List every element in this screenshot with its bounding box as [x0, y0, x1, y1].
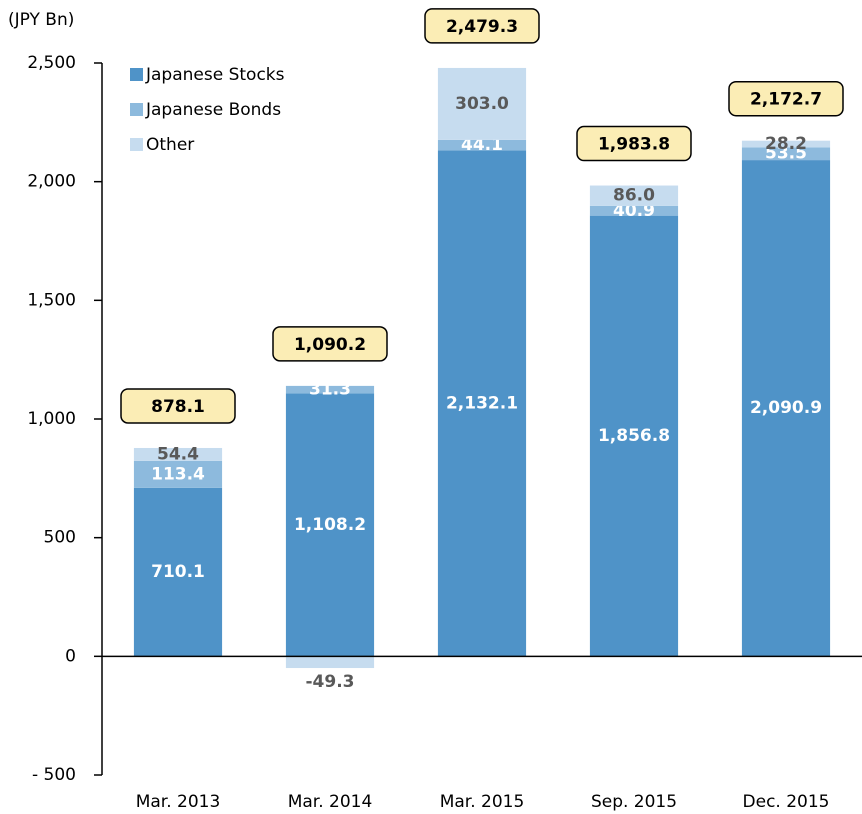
data-label: 113.4	[151, 464, 205, 484]
bar-segment	[285, 393, 375, 657]
data-label: 44.1	[461, 135, 503, 155]
bar-segment	[133, 447, 223, 461]
y-tick-label: 2,500	[27, 53, 76, 73]
y-tick-label: 0	[65, 646, 76, 666]
bar-segment	[589, 205, 679, 216]
legend-swatch	[130, 138, 143, 151]
x-tick-label: Mar. 2015	[440, 792, 525, 812]
x-tick-label: Mar. 2014	[288, 792, 373, 812]
y-tick-label: 1,500	[27, 290, 76, 310]
y-unit-label: (JPY Bn)	[8, 10, 74, 30]
legend-label: Japanese Bonds	[145, 100, 281, 120]
bar-segment	[437, 67, 527, 140]
y-tick-label: 500	[44, 528, 76, 548]
legend-swatch	[130, 103, 143, 116]
data-label: 86.0	[613, 186, 655, 206]
y-tick-label: - 500	[32, 765, 76, 785]
legend-label: Other	[146, 135, 194, 155]
bar-segment	[285, 385, 375, 394]
x-tick-label: Sep. 2015	[591, 792, 677, 812]
bar-segment	[133, 487, 223, 657]
data-label: 710.1	[151, 562, 205, 582]
data-label: 2,090.9	[750, 398, 822, 418]
bar-segment	[589, 185, 679, 206]
data-label: 31.3	[309, 380, 351, 400]
data-label: 2,132.1	[446, 393, 518, 413]
bar-segment	[285, 656, 375, 669]
bar-segment	[741, 147, 831, 161]
total-label: 1,090.2	[294, 335, 366, 355]
data-label: 54.4	[157, 444, 199, 464]
data-label: -49.3	[306, 672, 355, 692]
bar-segment	[133, 460, 223, 488]
total-box	[728, 80, 844, 117]
data-label: 1,856.8	[598, 426, 670, 446]
data-label: 53.5	[765, 144, 807, 164]
y-tick-label: 1,000	[27, 409, 76, 429]
total-label: 2,172.7	[750, 90, 822, 110]
data-label: 1,108.2	[294, 515, 366, 535]
bar-segment	[437, 139, 527, 151]
total-label: 2,479.3	[446, 17, 518, 37]
bar-segment	[741, 140, 831, 148]
x-tick-label: Mar. 2013	[136, 792, 221, 812]
legend-swatch	[130, 68, 143, 81]
data-label: 303.0	[455, 94, 509, 114]
total-box	[272, 326, 388, 362]
bar-segment	[437, 150, 527, 657]
y-tick-label: 2,000	[27, 172, 76, 192]
data-label: 28.2	[765, 134, 807, 154]
total-box	[576, 125, 692, 162]
total-label: 1,983.8	[598, 135, 670, 155]
total-box	[120, 388, 236, 424]
x-tick-label: Dec. 2015	[743, 792, 830, 812]
total-label: 878.1	[151, 397, 205, 417]
total-box	[424, 8, 540, 44]
legend-label: Japanese Stocks	[145, 65, 285, 85]
bar-segment	[589, 215, 679, 657]
bar-segment	[741, 160, 831, 657]
